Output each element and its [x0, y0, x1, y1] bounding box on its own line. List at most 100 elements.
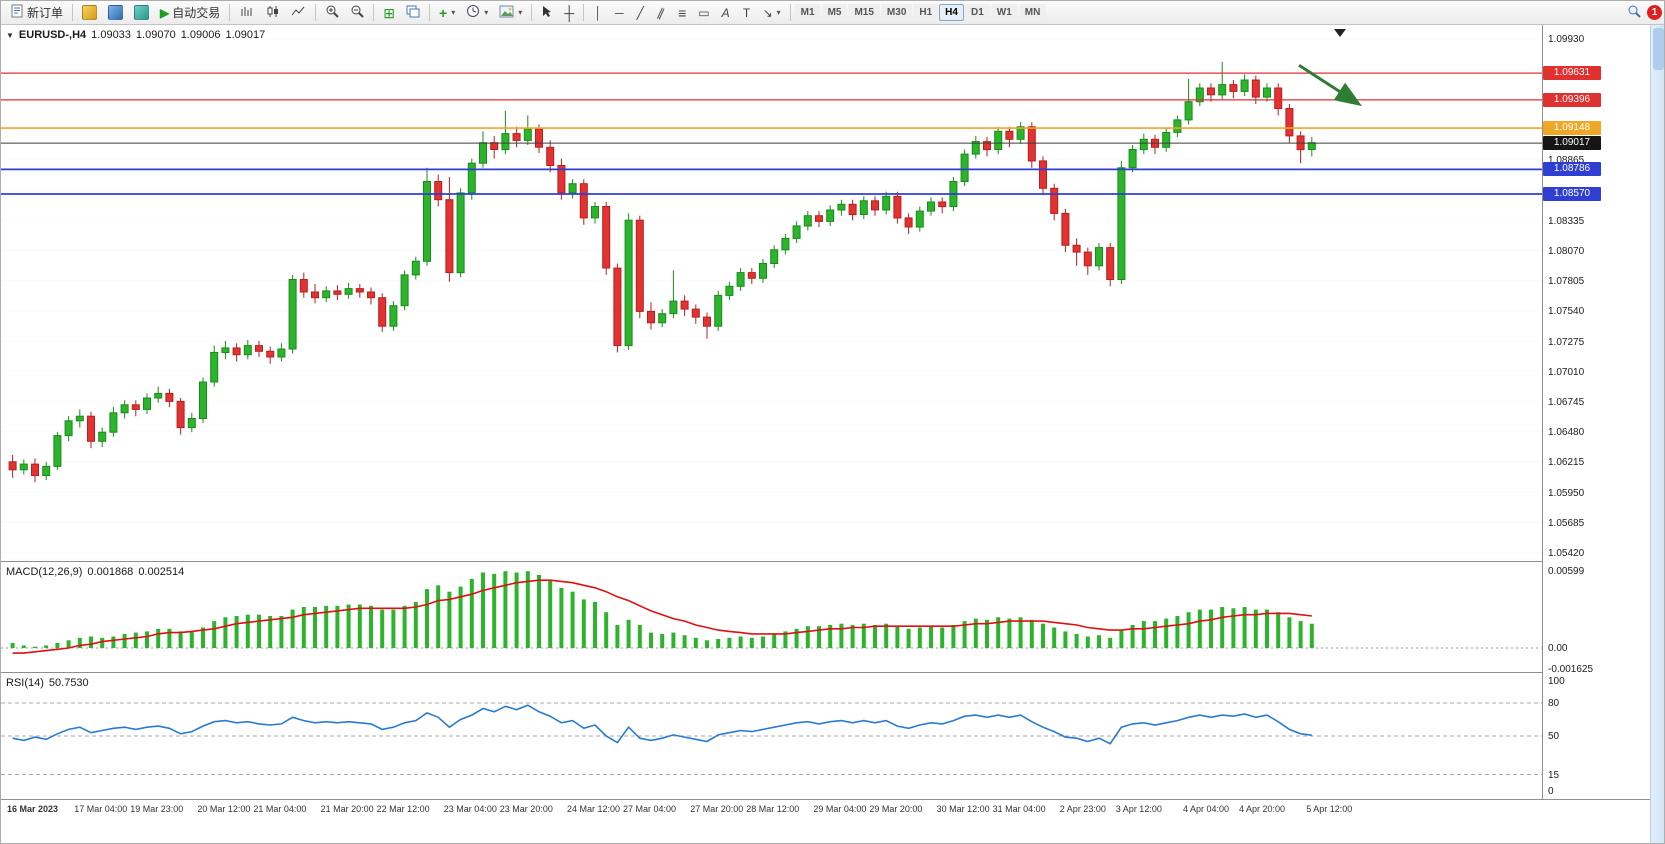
search-button[interactable]: [1622, 3, 1646, 23]
text-tool-button[interactable]: A: [716, 3, 736, 23]
template-image-icon: [499, 5, 514, 21]
time-axis-label: 5 Apr 12:00: [1306, 804, 1353, 814]
line-chart-mode-button[interactable]: [286, 3, 311, 23]
time-axis-label: 30 Mar 12:00: [936, 804, 990, 814]
text-tool-icon: A: [721, 5, 730, 20]
horizontal-line-tool-button[interactable]: ─: [609, 3, 629, 23]
rsi-indicator-chart[interactable]: [1, 673, 1542, 799]
price-axis-label: 1.07275: [1548, 336, 1585, 348]
add-indicator-icon: +: [439, 4, 448, 21]
price-level-badge: 1.09148: [1543, 121, 1601, 136]
timeframe-button-h1[interactable]: H1: [913, 4, 939, 21]
zoom-out-button[interactable]: [345, 3, 369, 23]
time-axis-label: 4 Apr 20:00: [1239, 804, 1286, 814]
cascade-windows-icon: [406, 5, 420, 21]
periods-button[interactable]: ▾: [461, 3, 493, 23]
navigator-button[interactable]: [103, 3, 128, 23]
auto-trading-button[interactable]: ▶ 自动交易: [155, 3, 225, 23]
add-indicator-button[interactable]: + ▾: [434, 3, 460, 23]
tile-windows-button[interactable]: ⊞: [378, 3, 400, 23]
templates-button[interactable]: ▾: [494, 3, 527, 23]
price-axis-label: 1.07805: [1548, 276, 1585, 288]
time-axis-label: 27 Mar 04:00: [623, 804, 677, 814]
macd-signal-line: [12, 579, 1312, 654]
trendline-icon: ╱: [636, 5, 644, 20]
zoom-in-button[interactable]: [320, 3, 344, 23]
timeframe-button-m30[interactable]: M30: [880, 4, 913, 21]
chart-shift-marker: [1334, 29, 1346, 37]
timeframe-button-m15[interactable]: M15: [848, 4, 880, 21]
scrollbar-thumb[interactable]: [1653, 28, 1664, 70]
cursor-tool-button[interactable]: [536, 3, 558, 23]
rsi-title: RSI(14): [6, 677, 44, 689]
macd-histogram: [10, 571, 1314, 648]
macd-pane-header: MACD(12,26,9) 0.001868 0.002514: [6, 566, 184, 578]
search-icon: [1627, 4, 1641, 21]
arrows-tool-button[interactable]: ↘ ▾: [758, 3, 786, 23]
crosshair-icon: ┼: [564, 4, 575, 21]
channel-tool-button[interactable]: ∥: [651, 3, 671, 23]
rsi-axis-label: 100: [1548, 676, 1565, 687]
vertical-scrollbar[interactable]: [1650, 25, 1664, 843]
bar-chart-icon: [239, 5, 254, 21]
time-axis-label: 31 Mar 04:00: [992, 804, 1046, 814]
timeframe-button-m1[interactable]: M1: [794, 4, 821, 21]
chevron-down-icon: ▾: [484, 8, 489, 17]
rsi-pane-header: RSI(14) 50.7530: [6, 677, 89, 689]
vertical-line-tool-button[interactable]: │: [588, 3, 608, 23]
shapes-tool-button[interactable]: ▭: [693, 3, 714, 23]
cascade-windows-button[interactable]: [401, 3, 425, 23]
annotation-arrow: [1298, 63, 1363, 107]
symbol-title: EURUSD-,H4: [18, 29, 87, 41]
time-axis-label: 29 Mar 04:00: [813, 804, 867, 814]
timeframe-button-mn[interactable]: MN: [1018, 4, 1047, 21]
collapse-chart-icon[interactable]: ▼: [6, 30, 14, 40]
cursor-icon: [541, 5, 553, 21]
clock-icon: [466, 4, 480, 21]
trendline-tool-button[interactable]: ╱: [630, 3, 650, 23]
ohlc-open: 1.09033: [91, 29, 131, 41]
price-level-badge: 1.09017: [1543, 136, 1601, 151]
text-label-icon: T: [742, 5, 751, 20]
price-axis-label: 1.09930: [1548, 34, 1585, 45]
price-axis-label: 1.06745: [1548, 396, 1585, 408]
price-axis-label: 1.08335: [1548, 215, 1585, 227]
bar-chart-mode-button[interactable]: [234, 3, 259, 23]
timeframe-button-h4[interactable]: H4: [939, 4, 964, 21]
new-order-button[interactable]: 新订单: [5, 3, 68, 23]
crosshair-tool-button[interactable]: ┼: [559, 3, 579, 23]
shapes-icon: ▭: [698, 5, 710, 20]
price-axis-label: 1.08865: [1548, 155, 1585, 167]
price-axis[interactable]: 1.09930 1.08865 1.08335 1.08070 1.07805 1.075…: [1543, 25, 1650, 799]
time-axis[interactable]: 16 Mar 2023 17 Mar 04:00 19 Mar 23:00 20 Ma…: [1, 800, 1542, 822]
time-axis-label: 23 Mar 20:00: [499, 804, 553, 814]
price-chart[interactable]: [1, 25, 1542, 561]
pane-divider[interactable]: [1, 561, 1650, 562]
market-watch-button[interactable]: [77, 3, 102, 23]
notification-badge[interactable]: 1: [1647, 5, 1662, 20]
timeframe-button-d1[interactable]: D1: [964, 4, 990, 21]
rsi-axis-label: 15: [1548, 769, 1560, 781]
time-axis-label: 3 Apr 12:00: [1115, 804, 1162, 814]
vertical-line-icon: │: [594, 5, 602, 20]
time-axis-label: 21 Mar 20:00: [320, 804, 374, 814]
macd-indicator-chart[interactable]: [1, 562, 1542, 672]
line-chart-icon: [291, 5, 306, 21]
rsi-value: 50.7530: [48, 677, 89, 689]
fibonacci-tool-button[interactable]: ≡: [672, 3, 692, 23]
price-axis-label: 1.07540: [1548, 306, 1585, 318]
macd-value-signal: 0.002514: [138, 566, 185, 578]
fibonacci-icon: ≡: [678, 4, 687, 21]
price-axis-label: 1.05950: [1548, 487, 1585, 499]
time-axis-label: 2 Apr 23:00: [1059, 804, 1106, 814]
terminal-button[interactable]: [129, 3, 154, 23]
chart-content: ▼ EURUSD-,H4 1.09033 1.09070 1.09006 1.0…: [1, 25, 1664, 843]
price-axis-label: 1.06215: [1548, 457, 1585, 469]
rsi-axis-label: 0: [1548, 786, 1554, 797]
text-label-tool-button[interactable]: T: [737, 3, 757, 23]
timeframe-button-m5[interactable]: M5: [821, 4, 848, 21]
price-level-badge: 1.08786: [1543, 162, 1601, 177]
candlestick-mode-button[interactable]: [260, 3, 285, 23]
pane-divider[interactable]: [1, 672, 1650, 673]
timeframe-button-w1[interactable]: W1: [990, 4, 1018, 21]
